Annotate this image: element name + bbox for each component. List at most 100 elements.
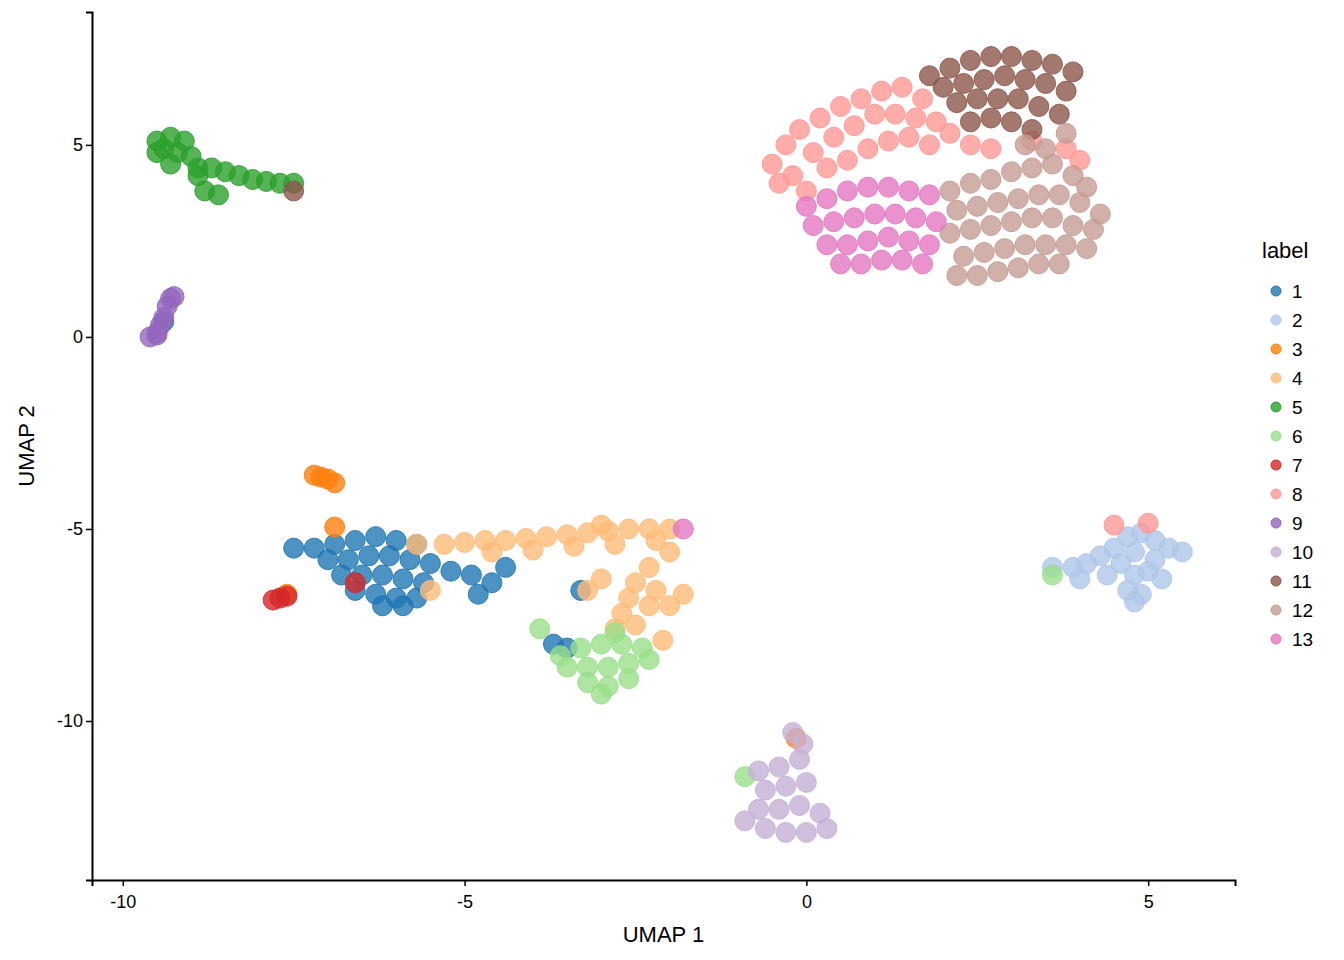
axis-line — [86, 13, 93, 881]
point — [1022, 50, 1042, 70]
legend-symbol — [1271, 489, 1281, 499]
legend-symbol — [1271, 431, 1281, 441]
point — [872, 81, 892, 101]
series — [940, 123, 1110, 285]
point — [1022, 158, 1042, 178]
point — [858, 177, 878, 197]
point — [564, 536, 584, 556]
point — [981, 216, 1001, 236]
series — [762, 77, 1158, 535]
tick-mark — [464, 880, 466, 886]
point — [995, 239, 1015, 259]
point — [803, 216, 823, 236]
point — [762, 154, 782, 174]
tick-label: 5 — [73, 135, 83, 155]
series — [140, 287, 184, 347]
legend-label: 7 — [1292, 455, 1303, 476]
point — [441, 561, 461, 581]
point — [1063, 216, 1083, 236]
tick-mark — [1148, 880, 1150, 886]
point — [783, 166, 803, 186]
point — [817, 189, 837, 209]
series — [530, 565, 1063, 787]
point — [919, 235, 939, 255]
legend-symbol — [1271, 402, 1281, 412]
point — [393, 596, 413, 616]
point — [933, 77, 953, 97]
point — [639, 557, 659, 577]
point — [1029, 254, 1049, 274]
series — [277, 465, 806, 748]
point — [1070, 192, 1090, 212]
point — [420, 554, 440, 574]
tick: -10 — [110, 880, 136, 912]
point — [837, 150, 857, 170]
point — [947, 265, 967, 285]
point — [967, 265, 987, 285]
point — [1152, 569, 1172, 589]
point — [790, 120, 810, 140]
point — [1001, 47, 1021, 67]
point — [1036, 139, 1056, 159]
tick: 0 — [802, 880, 812, 912]
legend-symbol — [1271, 576, 1281, 586]
point — [653, 630, 673, 650]
point — [1008, 258, 1028, 278]
legend-label: 11 — [1292, 571, 1312, 592]
point — [872, 250, 892, 270]
point — [1083, 219, 1103, 239]
legend-symbol — [1271, 605, 1281, 615]
point — [837, 181, 857, 201]
point — [1049, 104, 1069, 124]
point — [837, 235, 857, 255]
y-axis: -10-505 — [57, 13, 93, 881]
point — [154, 139, 174, 159]
tick-mark — [123, 880, 125, 886]
series — [147, 127, 304, 205]
point — [420, 580, 440, 600]
legend-label: 4 — [1292, 368, 1303, 389]
point — [810, 108, 830, 128]
point — [646, 580, 666, 600]
series — [735, 723, 837, 843]
point — [1042, 208, 1062, 228]
x-axis-title: UMAP 1 — [623, 922, 705, 947]
point — [407, 534, 427, 554]
point — [878, 131, 898, 151]
tick-mark — [86, 721, 92, 723]
points — [140, 47, 1192, 843]
legend-label: 13 — [1292, 629, 1313, 650]
point — [988, 192, 1008, 212]
point — [947, 200, 967, 220]
point — [817, 158, 837, 178]
series — [1042, 523, 1192, 612]
point — [954, 246, 974, 266]
point — [284, 538, 304, 558]
point — [468, 584, 488, 604]
point — [345, 530, 365, 550]
point — [1056, 123, 1076, 143]
point — [769, 799, 789, 819]
point — [591, 515, 611, 535]
point — [974, 242, 994, 262]
point — [1056, 81, 1076, 101]
point — [817, 819, 837, 839]
point — [1008, 89, 1028, 109]
point — [885, 204, 905, 224]
tick: -5 — [457, 880, 473, 912]
point — [776, 135, 796, 155]
point — [796, 196, 816, 216]
tick: 5 — [73, 135, 92, 155]
point — [960, 219, 980, 239]
point — [673, 519, 693, 539]
point — [407, 534, 427, 554]
point — [981, 169, 1001, 189]
point — [831, 96, 851, 116]
point — [373, 565, 393, 585]
legend-label: 1 — [1292, 281, 1303, 302]
point — [1001, 162, 1021, 182]
point — [919, 135, 939, 155]
point — [858, 231, 878, 251]
point — [851, 254, 871, 274]
point — [366, 527, 386, 547]
